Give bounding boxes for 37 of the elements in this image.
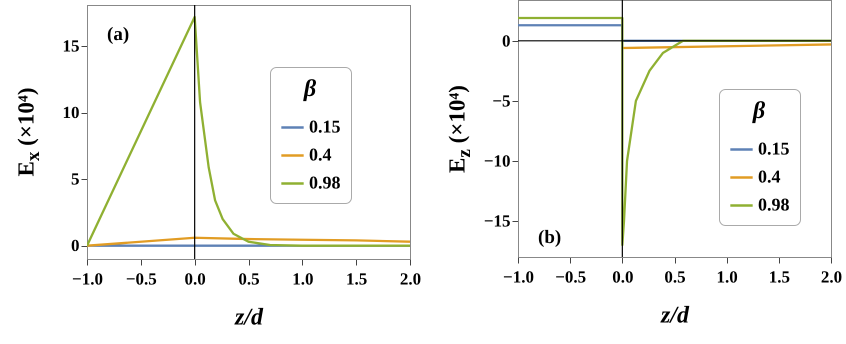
x-tick-label: −0.5 [126, 270, 157, 288]
x-tick-label: −0.5 [555, 268, 586, 286]
legend-label: 0.4 [309, 144, 332, 164]
annotation: (a) [107, 24, 130, 45]
annotation: (b) [538, 227, 562, 248]
x-axis-title: z/d [234, 304, 264, 330]
legend-label: 0.15 [309, 116, 340, 136]
line-series [87, 16, 410, 247]
x-tick-label: −1.0 [72, 270, 103, 288]
x-tick-label: 0.0 [612, 268, 634, 286]
y-tick-label: −15 [484, 211, 510, 230]
legend-label: 0.98 [758, 194, 790, 214]
legend-title: β [752, 98, 766, 124]
x-tick-label: 0.0 [184, 270, 206, 288]
y-tick-label: 10 [62, 103, 80, 122]
x-tick-label: 1.5 [346, 270, 368, 288]
y-tick-label: 15 [62, 36, 80, 56]
x-tick-label: 1.5 [768, 268, 790, 286]
x-tick-label: 2.0 [820, 268, 842, 286]
legend-label: 0.98 [309, 172, 340, 192]
x-tick-label: 0.5 [238, 270, 260, 288]
x-axis-title: z/d [660, 302, 690, 328]
legend-label: 0.15 [758, 138, 790, 158]
y-tick-label: 0 [71, 236, 80, 256]
x-tick-label: 1.0 [292, 270, 314, 288]
x-tick-label: 1.0 [716, 268, 738, 286]
legend-label: 0.4 [758, 166, 780, 186]
y-tick-label: 5 [71, 170, 80, 189]
x-tick-label: 2.0 [400, 270, 422, 288]
x-tick-label: 0.5 [664, 268, 686, 286]
y-tick-label: −10 [484, 151, 510, 170]
line-series [518, 16, 831, 246]
y-tick-label: 0 [502, 31, 510, 50]
line-series [87, 236, 410, 247]
legend-title: β [302, 76, 317, 102]
y-tick-label: −5 [492, 91, 510, 110]
x-tick-label: −1.0 [503, 268, 534, 286]
